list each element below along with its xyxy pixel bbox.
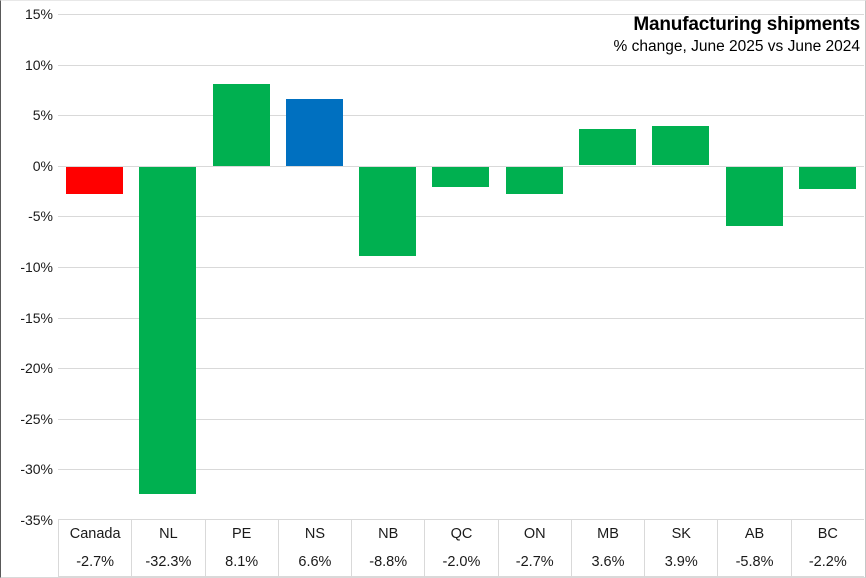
category-cell-on: ON -2.7% <box>497 520 571 576</box>
bar-qc <box>432 167 489 187</box>
category-label: PE <box>231 526 252 542</box>
category-label: QC <box>450 526 473 542</box>
chart-subtitle: % change, June 2025 vs June 2024 <box>613 38 860 55</box>
category-label: Canada <box>69 526 121 542</box>
bar-mb <box>579 129 636 165</box>
category-cell-sk: SK 3.9% <box>644 520 717 576</box>
value-label: 3.9% <box>664 554 698 570</box>
chart-header: Manufacturing shipments % change, June 2… <box>613 13 861 57</box>
y-axis: 15% 10% 5% 0% -5% -10% -15% -20% -25% -30% -35% <box>1 1 53 577</box>
category-cell-pe: PE 8.1% <box>204 520 278 576</box>
bar-pe <box>213 84 270 166</box>
gridline <box>58 469 864 470</box>
category-cell-mb: MB 3.6% <box>570 520 644 576</box>
y-axis-tick-label: -5% <box>28 208 53 224</box>
value-label: 3.6% <box>591 554 625 570</box>
y-axis-tick-label: -20% <box>20 360 53 376</box>
category-cell-ab: AB -5.8% <box>717 520 790 576</box>
y-axis-tick-label: 5% <box>32 107 53 123</box>
category-cell-canada: Canada -2.7% <box>58 520 131 576</box>
gridline <box>58 14 864 15</box>
bar-canada <box>66 167 123 194</box>
gridline <box>58 65 864 66</box>
bar-ns <box>286 99 343 166</box>
y-axis-tick-label: -10% <box>20 259 53 275</box>
value-label: -2.7% <box>515 554 554 570</box>
gridline <box>58 368 864 369</box>
y-axis-tick-label: 10% <box>24 57 53 73</box>
category-cell-ns: NS 6.6% <box>277 520 351 576</box>
gridline <box>58 267 864 268</box>
value-label: 6.6% <box>298 554 332 570</box>
gridline <box>58 318 864 319</box>
category-label: ON <box>523 526 546 542</box>
category-label: AB <box>744 526 765 542</box>
y-axis-tick-label: -35% <box>20 512 53 528</box>
value-label: -2.0% <box>442 554 481 570</box>
bar-nb <box>359 167 416 256</box>
value-label: -8.8% <box>369 554 408 570</box>
y-axis-tick-label: -25% <box>20 411 53 427</box>
category-label: MB <box>597 526 619 542</box>
category-label: NL <box>159 526 178 542</box>
category-label: SK <box>671 526 691 542</box>
gridline <box>58 519 864 520</box>
gridline <box>58 115 864 116</box>
bar-bc <box>799 167 856 189</box>
y-axis-tick-label: 0% <box>32 158 53 174</box>
category-cell-nb: NB -8.8% <box>351 520 424 576</box>
gridline <box>58 166 864 167</box>
category-cell-bc: BC -2.2% <box>790 520 864 576</box>
bar-ab <box>726 167 783 226</box>
y-axis-tick-label: -30% <box>20 461 53 477</box>
category-label: NS <box>304 526 325 542</box>
value-label: -2.2% <box>808 554 847 570</box>
bar-nl <box>139 167 196 494</box>
value-label: 8.1% <box>225 554 259 570</box>
y-axis-tick-label: -15% <box>20 310 53 326</box>
category-table: Canada -2.7% NL -32.3% PE 8.1% NS 6.6% NB -8.8% QC… <box>58 520 864 577</box>
value-label: -32.3% <box>145 554 192 570</box>
value-label: -5.8% <box>735 554 774 570</box>
chart-title: Manufacturing shipments <box>633 14 860 35</box>
category-label: NB <box>378 526 399 542</box>
category-cell-qc: QC -2.0% <box>424 520 497 576</box>
category-cell-nl: NL -32.3% <box>131 520 204 576</box>
value-label: -2.7% <box>76 554 115 570</box>
gridline <box>58 216 864 217</box>
gridline <box>58 419 864 420</box>
bar-sk <box>652 126 709 165</box>
y-axis-tick-label: 15% <box>24 6 53 22</box>
category-label: BC <box>817 526 838 542</box>
bar-on <box>506 167 563 194</box>
plot-area <box>58 14 864 520</box>
